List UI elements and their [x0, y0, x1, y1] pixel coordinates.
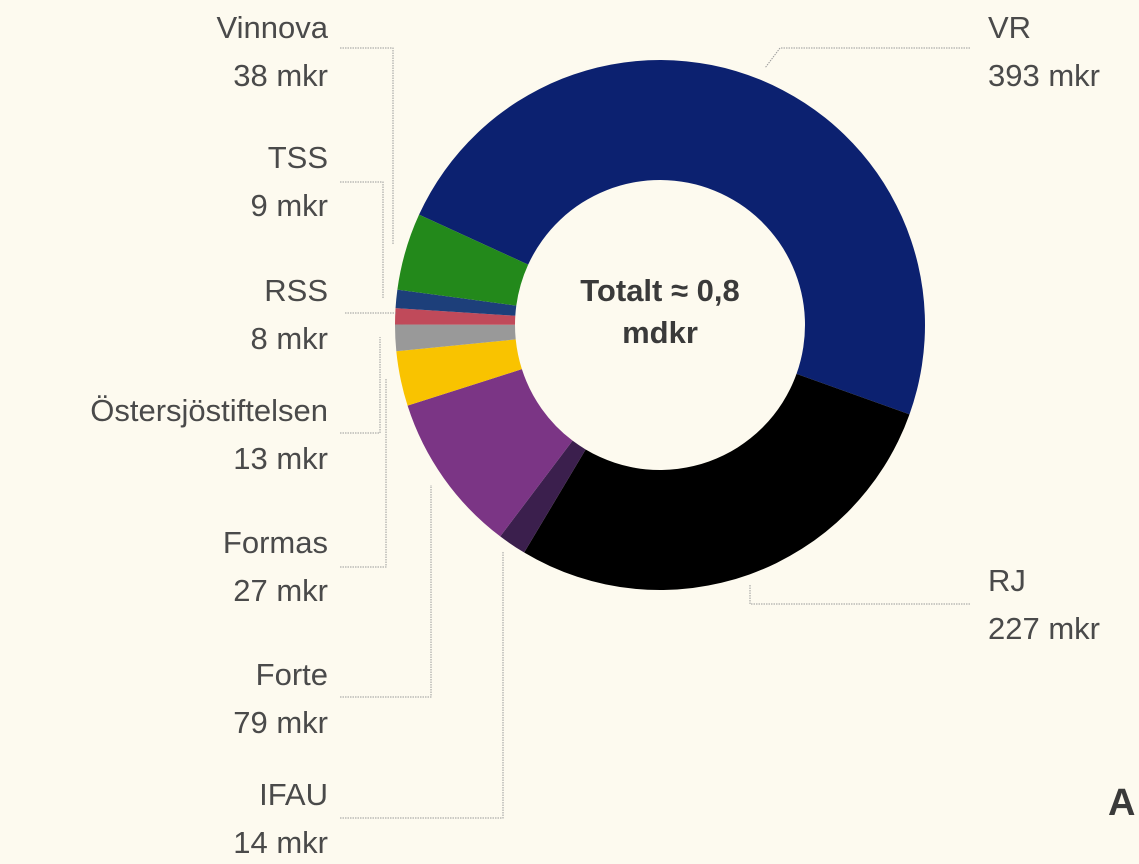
- segment-value-label: 8 mkr: [251, 321, 329, 356]
- donut-segment: [395, 324, 516, 352]
- donut-segment: [407, 369, 573, 537]
- segment-value-label: 13 mkr: [233, 441, 328, 476]
- segment-value-label: 27 mkr: [233, 573, 328, 608]
- segment-value-label: 227 mkr: [988, 611, 1100, 646]
- segment-label: IFAU: [259, 777, 328, 812]
- leader-line: [340, 181, 384, 298]
- leader-line: [340, 47, 394, 245]
- segment-label: Formas: [223, 525, 328, 560]
- donut-segment: [395, 308, 516, 325]
- donut-segment: [419, 60, 925, 415]
- leader-line: [749, 585, 970, 605]
- segment-label: RSS: [264, 273, 328, 308]
- segment-label: TSS: [268, 140, 328, 175]
- segment-label: VR: [988, 10, 1031, 45]
- segment-label: RJ: [988, 563, 1026, 598]
- segment-label: Vinnova: [217, 10, 329, 45]
- segment-value-label: 14 mkr: [233, 825, 328, 860]
- segment-value-label: 9 mkr: [251, 188, 329, 223]
- donut-segment: [396, 339, 522, 406]
- segment-label: Östersjöstiftelsen: [90, 393, 328, 428]
- donut-segment: [524, 373, 910, 590]
- annotation: A: [1108, 782, 1135, 824]
- leader-line: [764, 47, 970, 69]
- leader-line: [340, 552, 504, 819]
- segment-value-label: 38 mkr: [233, 58, 328, 93]
- donut-segment: [397, 214, 529, 306]
- leader-line: [340, 485, 432, 698]
- donut-segment: [500, 440, 586, 553]
- donut-segment: [395, 289, 517, 316]
- segment-value-label: 393 mkr: [988, 58, 1100, 93]
- segment-value-label: 79 mkr: [233, 705, 328, 740]
- segment-label: Forte: [256, 657, 328, 692]
- leader-line: [340, 378, 387, 568]
- center-label: Totalt ≈ 0,8 mdkr: [580, 273, 740, 350]
- leader-line: [340, 337, 381, 434]
